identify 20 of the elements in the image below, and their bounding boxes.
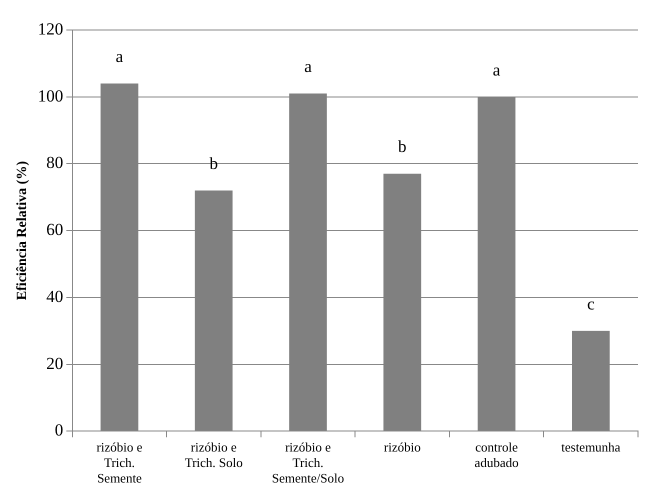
y-axis-title: Eficiência Relativa (%) [15, 160, 30, 300]
x-tick-label: rizóbio e Trich. Semente [96, 439, 143, 486]
annotation: c [587, 294, 596, 314]
y-tick-label: 100 [38, 86, 64, 106]
annotation: b [398, 137, 407, 156]
x-tick-label: rizóbio e Trich. Solo [184, 439, 243, 470]
annotation: a [116, 46, 124, 66]
y-tick-label: 120 [38, 19, 64, 38]
x-tick-label: controle adubado [474, 439, 519, 470]
x-tick-label: testemunha [561, 439, 621, 454]
annotation: a [304, 56, 312, 76]
y-tick-label: 40 [46, 286, 64, 306]
annotation: a [492, 60, 501, 80]
y-tick-label: 0 [54, 420, 64, 440]
x-tick-label: rizóbio e Trich. Semente/Solo [272, 439, 344, 486]
y-tick-label: 20 [46, 354, 64, 373]
x-tick-label: rizóbio [384, 439, 421, 454]
y-tick-label: 80 [46, 153, 64, 172]
y-tick-label: 60 [46, 220, 64, 240]
annotation: b [209, 154, 218, 173]
